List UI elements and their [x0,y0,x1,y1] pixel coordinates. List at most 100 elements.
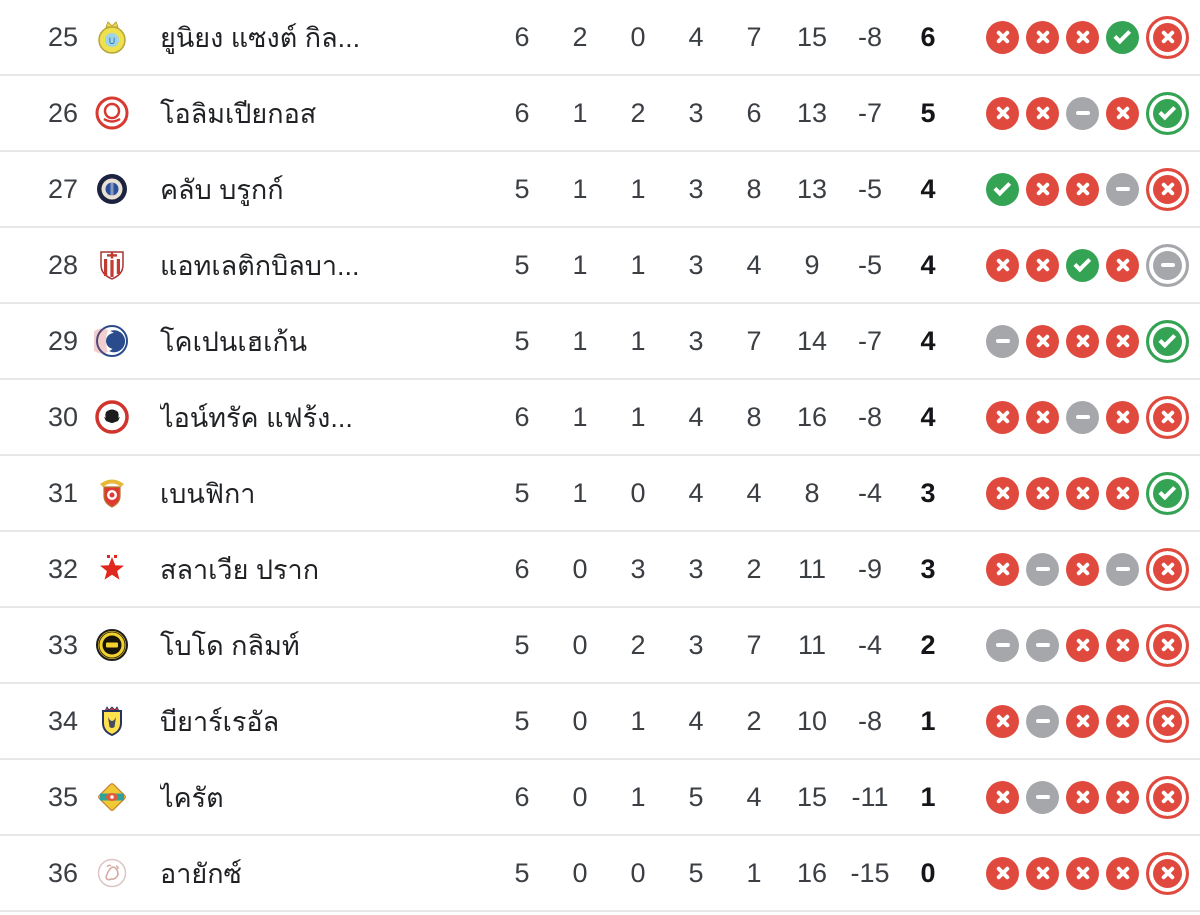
stat-value: 1 [630,173,646,204]
x-icon-glyph [1106,477,1139,510]
x-icon[interactable] [986,96,1019,130]
x-icon[interactable] [1066,172,1099,206]
check-icon[interactable] [1146,471,1189,515]
x-icon[interactable] [1146,851,1189,895]
stat-value: 16 [796,401,828,432]
x-icon[interactable] [1146,395,1189,439]
x-icon[interactable] [1066,780,1099,814]
table-row[interactable]: 28 แอทเลติกบิลบา... 5 1 1 3 4 9 -5 4 [0,228,1200,304]
dash-icon[interactable] [1026,780,1059,814]
stat-value: 7 [746,629,762,660]
dash-icon[interactable] [986,324,1019,358]
team-name[interactable]: บียาร์เรอัล [160,706,280,737]
x-icon[interactable] [1066,324,1099,358]
check-icon[interactable] [1106,20,1139,54]
table-row[interactable]: 29 โคเปนเฮเก้น 5 1 1 3 7 14 -7 4 [0,304,1200,380]
x-icon[interactable] [1026,248,1059,282]
x-icon[interactable] [1106,476,1139,510]
x-icon[interactable] [1146,775,1189,819]
x-icon[interactable] [986,476,1019,510]
x-icon[interactable] [1066,20,1099,54]
team-name[interactable]: โบโด กลิมท์ [160,630,300,661]
x-icon-glyph [986,401,1019,434]
stat-value: 3 [688,325,704,356]
x-icon[interactable] [1146,167,1189,211]
x-icon[interactable] [1026,400,1059,434]
table-row[interactable]: 25 U ยูนิยง แซงต์ กิล... 6 2 0 4 7 15 -8 6 [0,0,1200,76]
dash-icon[interactable] [1066,400,1099,434]
x-icon[interactable] [1066,856,1099,890]
stat-value: 1 [572,477,588,508]
x-icon[interactable] [1106,780,1139,814]
stat-value: 1 [746,857,762,888]
table-row[interactable]: 31 เบนฟิกา 5 1 0 4 4 8 -4 3 [0,456,1200,532]
x-icon[interactable] [1066,704,1099,738]
crest-athletic-bilbao-icon [94,247,130,283]
x-icon[interactable] [1106,400,1139,434]
stats-cells: 5 1 1 3 7 14 -7 [493,326,899,357]
dash-icon[interactable] [1026,628,1059,662]
x-icon[interactable] [1026,172,1059,206]
team-name[interactable]: โคเปนเฮเก้น [160,326,308,357]
team-name[interactable]: โอลิมเปียกอส [160,98,317,129]
x-icon[interactable] [986,552,1019,586]
x-icon[interactable] [986,248,1019,282]
table-row[interactable]: 32 สลาเวีย ปราก 6 0 3 3 2 11 -9 3 [0,532,1200,608]
dash-icon[interactable] [1106,172,1139,206]
team-name[interactable]: ยูนิยง แซงต์ กิล... [160,22,361,53]
x-icon-glyph [1106,857,1139,890]
check-icon[interactable] [1066,248,1099,282]
x-icon[interactable] [1026,96,1059,130]
x-icon[interactable] [1066,628,1099,662]
dash-icon[interactable] [1026,704,1059,738]
dash-icon-glyph [1115,187,1130,191]
stat-value: 4 [688,21,704,52]
dash-icon[interactable] [1146,243,1189,287]
table-row[interactable]: 33 โบโด กลิมท์ 5 0 2 3 7 11 -4 2 [0,608,1200,684]
check-icon[interactable] [1146,319,1189,363]
team-name[interactable]: แอทเลติกบิลบา... [160,250,360,281]
dash-icon[interactable] [1026,552,1059,586]
x-icon[interactable] [986,20,1019,54]
x-icon[interactable] [1026,324,1059,358]
x-icon[interactable] [1106,856,1139,890]
table-row[interactable]: 26 โอลิมเปียกอส 6 1 2 3 6 13 -7 5 [0,76,1200,152]
table-row[interactable]: 27 คลับ บรูกก์ 5 1 1 3 8 13 -5 4 [0,152,1200,228]
x-icon[interactable] [1106,628,1139,662]
x-icon[interactable] [1026,476,1059,510]
x-icon[interactable] [1066,476,1099,510]
stat-value: 9 [804,249,820,280]
x-icon[interactable] [1146,547,1189,591]
x-icon[interactable] [986,856,1019,890]
x-icon-glyph [1026,857,1059,890]
team-name[interactable]: สลาเวีย ปราก [160,554,320,585]
x-icon[interactable] [1146,699,1189,743]
x-icon[interactable] [1106,248,1139,282]
x-icon[interactable] [1106,96,1139,130]
x-icon[interactable] [1026,20,1059,54]
team-name[interactable]: คลับ บรูกก์ [160,174,284,205]
team-name[interactable]: อายักซ์ [160,858,242,889]
team-name[interactable]: ไอน์ทรัค แฟร้ง... [160,402,353,433]
x-icon[interactable] [1106,704,1139,738]
x-icon[interactable] [1066,552,1099,586]
x-icon[interactable] [1146,623,1189,667]
dash-icon[interactable] [1066,96,1099,130]
x-icon[interactable] [1026,856,1059,890]
x-icon[interactable] [986,780,1019,814]
table-row[interactable]: 34 บียาร์เรอัล 5 0 1 4 2 10 -8 1 [0,684,1200,760]
dash-icon[interactable] [1106,552,1139,586]
x-icon[interactable] [986,400,1019,434]
dash-icon[interactable] [986,628,1019,662]
check-icon[interactable] [986,172,1019,206]
team-name[interactable]: ไครัต [160,782,224,813]
x-icon[interactable] [986,704,1019,738]
check-icon[interactable] [1146,91,1189,135]
team-name[interactable]: เบนฟิกา [160,478,256,509]
table-row[interactable]: 35 ไครัต 6 0 1 5 4 15 -11 1 [0,760,1200,836]
table-row[interactable]: 36 อายักซ์ 5 0 0 5 1 16 -15 0 [0,836,1200,912]
x-icon[interactable] [1106,324,1139,358]
x-icon[interactable] [1146,15,1189,59]
check-icon-glyph [992,178,1011,196]
table-row[interactable]: 30 ไอน์ทรัค แฟร้ง... 6 1 1 4 8 16 -8 4 [0,380,1200,456]
